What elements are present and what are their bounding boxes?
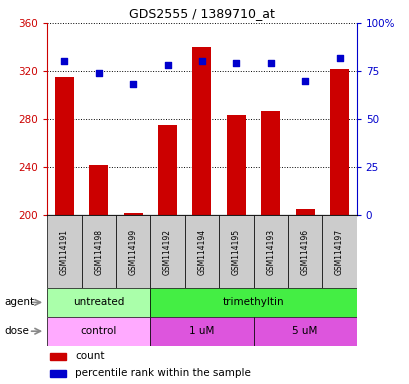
Point bbox=[61, 58, 67, 65]
Text: GSM114195: GSM114195 bbox=[231, 228, 240, 275]
Bar bbox=[158, 125, 177, 215]
FancyBboxPatch shape bbox=[287, 215, 321, 288]
Text: GSM114194: GSM114194 bbox=[197, 228, 206, 275]
FancyBboxPatch shape bbox=[47, 317, 150, 346]
Point bbox=[335, 55, 342, 61]
FancyBboxPatch shape bbox=[218, 215, 253, 288]
Bar bbox=[295, 209, 314, 215]
Text: GSM114199: GSM114199 bbox=[128, 228, 137, 275]
Text: control: control bbox=[80, 326, 117, 336]
Point bbox=[267, 60, 273, 66]
Point bbox=[301, 78, 308, 84]
Point bbox=[95, 70, 102, 76]
Point bbox=[164, 62, 171, 68]
Bar bbox=[124, 213, 142, 215]
FancyBboxPatch shape bbox=[150, 317, 253, 346]
FancyBboxPatch shape bbox=[150, 288, 356, 317]
Text: GSM114193: GSM114193 bbox=[265, 228, 274, 275]
Title: GDS2555 / 1389710_at: GDS2555 / 1389710_at bbox=[129, 7, 274, 20]
Bar bbox=[226, 116, 245, 215]
Text: 5 uM: 5 uM bbox=[292, 326, 317, 336]
FancyBboxPatch shape bbox=[47, 215, 81, 288]
Bar bbox=[89, 165, 108, 215]
FancyBboxPatch shape bbox=[116, 215, 150, 288]
Bar bbox=[192, 47, 211, 215]
Bar bbox=[261, 111, 279, 215]
Bar bbox=[50, 370, 65, 377]
Point bbox=[198, 58, 204, 65]
Bar bbox=[329, 69, 348, 215]
Bar bbox=[55, 77, 74, 215]
FancyBboxPatch shape bbox=[47, 288, 150, 317]
Text: agent: agent bbox=[4, 297, 34, 308]
Text: GSM114198: GSM114198 bbox=[94, 228, 103, 275]
Point bbox=[232, 60, 239, 66]
Text: GSM114192: GSM114192 bbox=[163, 228, 172, 275]
Text: 1 uM: 1 uM bbox=[189, 326, 214, 336]
Point bbox=[130, 81, 136, 88]
Text: GSM114197: GSM114197 bbox=[334, 228, 343, 275]
FancyBboxPatch shape bbox=[253, 215, 287, 288]
FancyBboxPatch shape bbox=[253, 317, 356, 346]
Bar bbox=[50, 353, 65, 360]
FancyBboxPatch shape bbox=[321, 215, 356, 288]
Text: untreated: untreated bbox=[73, 297, 124, 308]
Text: GSM114196: GSM114196 bbox=[300, 228, 309, 275]
Text: dose: dose bbox=[4, 326, 29, 336]
FancyBboxPatch shape bbox=[150, 215, 184, 288]
Text: GSM114191: GSM114191 bbox=[60, 228, 69, 275]
FancyBboxPatch shape bbox=[81, 215, 116, 288]
FancyBboxPatch shape bbox=[184, 215, 218, 288]
Text: percentile rank within the sample: percentile rank within the sample bbox=[75, 368, 250, 378]
Text: trimethyltin: trimethyltin bbox=[222, 297, 283, 308]
Text: count: count bbox=[75, 351, 104, 361]
